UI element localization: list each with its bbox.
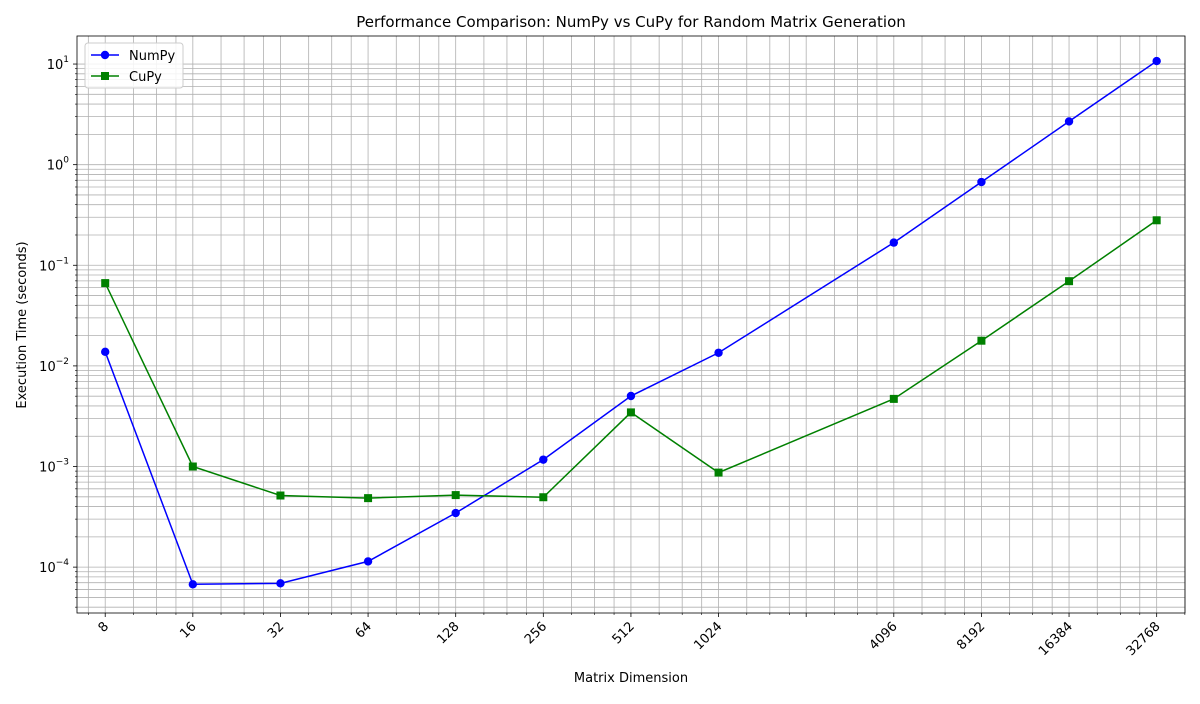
major-grid xyxy=(77,36,1185,613)
legend-marker-numpy xyxy=(100,50,110,60)
data-point-cupy xyxy=(451,491,460,500)
data-point-numpy xyxy=(363,557,373,566)
legend-marker-cupy xyxy=(101,72,109,80)
y-tick-label: 101 xyxy=(47,55,69,73)
y-tick-label: 10−2 xyxy=(39,357,69,375)
data-point-numpy xyxy=(188,580,198,589)
data-point-numpy xyxy=(539,455,548,464)
x-axis-label: Matrix Dimension xyxy=(574,671,688,686)
data-point-cupy xyxy=(714,468,723,477)
data-point-numpy xyxy=(977,177,986,187)
series-line-cupy xyxy=(104,219,1158,499)
data-point-cupy xyxy=(539,493,548,502)
y-axis-label: Execution Time (seconds) xyxy=(15,241,30,408)
data-point-numpy xyxy=(1064,117,1074,126)
chart-title: Performance Comparison: NumPy vs CuPy fo… xyxy=(356,13,906,31)
data-point-cupy xyxy=(1065,277,1074,286)
data-point-cupy xyxy=(977,336,986,345)
data-point-numpy xyxy=(276,579,285,588)
y-tick-label: 10−1 xyxy=(39,256,69,274)
data-point-cupy xyxy=(276,491,285,500)
data-point-numpy xyxy=(101,347,110,357)
data-point-cupy xyxy=(101,279,110,288)
legend-label-cupy: CuPy xyxy=(129,70,162,85)
y-tick-label: 10−4 xyxy=(39,558,69,576)
data-point-numpy xyxy=(889,238,899,247)
legend-label-numpy: NumPy xyxy=(129,49,175,64)
series-line-numpy xyxy=(104,60,1158,586)
y-tick-label: 100 xyxy=(47,156,70,174)
data-point-cupy xyxy=(626,408,635,417)
data-point-numpy xyxy=(1152,56,1161,66)
data-point-numpy xyxy=(714,348,723,357)
data-point-cupy xyxy=(889,394,898,403)
data-point-numpy xyxy=(626,391,636,401)
data-point-cupy xyxy=(188,462,197,471)
y-tick-label: 10−3 xyxy=(39,458,69,476)
data-point-numpy xyxy=(451,508,460,518)
data-point-cupy xyxy=(364,494,373,503)
data-point-cupy xyxy=(1152,216,1161,225)
series-layer xyxy=(101,56,1161,589)
legend: NumPy CuPy xyxy=(84,42,184,89)
